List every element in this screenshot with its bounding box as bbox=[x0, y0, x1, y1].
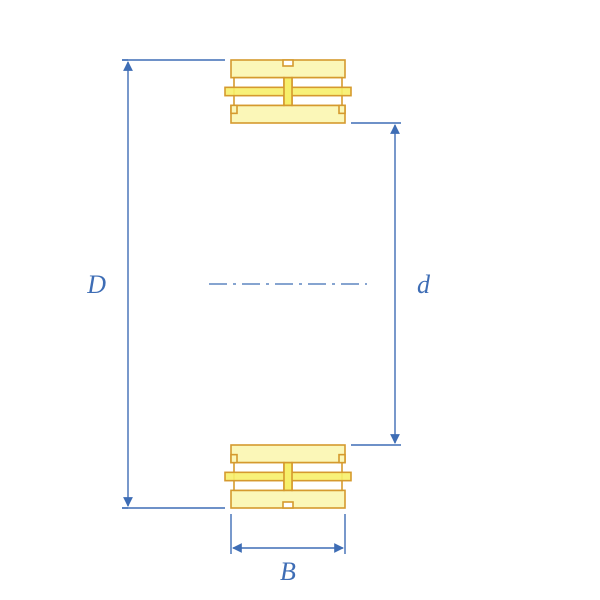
width-label: B bbox=[280, 557, 296, 586]
bearing-cross-section-diagram: Dd B bbox=[0, 0, 600, 600]
outer-diameter-label: D bbox=[86, 270, 106, 299]
bore-diameter-label: d bbox=[417, 270, 431, 299]
